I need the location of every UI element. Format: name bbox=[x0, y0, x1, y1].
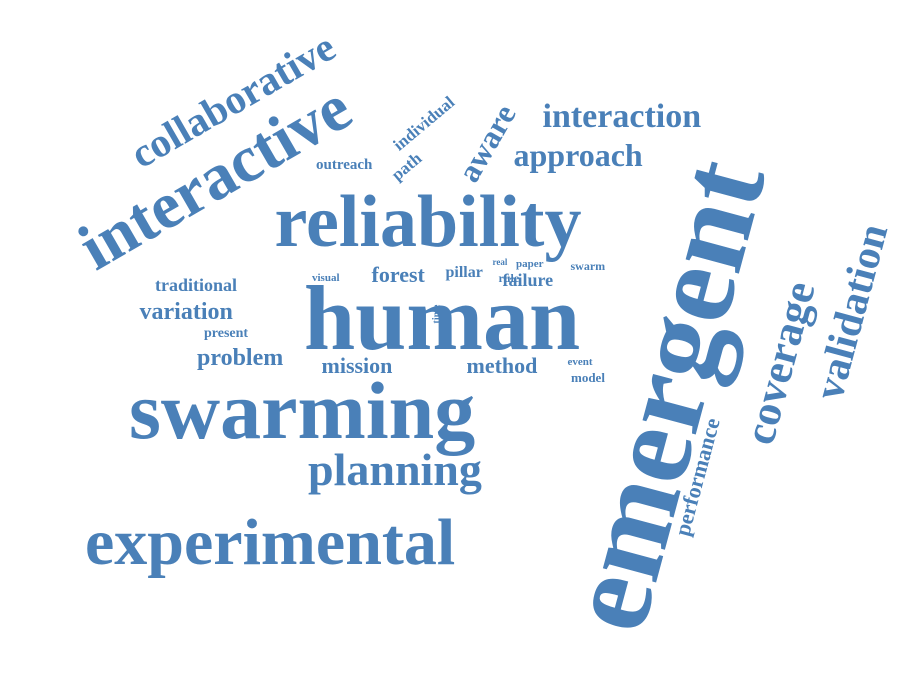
word-real: real bbox=[492, 256, 508, 267]
word-swarming: swarming bbox=[129, 365, 476, 456]
word-interaction: interaction bbox=[542, 98, 702, 135]
word-paper: paper bbox=[516, 257, 544, 270]
word-reliability: reliability bbox=[274, 181, 582, 263]
word-human: human bbox=[304, 267, 581, 369]
word-path: path bbox=[387, 148, 425, 184]
word-traditional: traditional bbox=[155, 275, 238, 295]
word-outreach: outreach bbox=[316, 156, 373, 173]
word-failure: failure bbox=[502, 270, 554, 290]
word-visual: visual bbox=[312, 271, 340, 284]
word-problem: problem bbox=[197, 345, 284, 371]
word-forest: forest bbox=[371, 262, 425, 287]
word-swarm: swarm bbox=[570, 259, 606, 273]
word-individual: individual bbox=[389, 92, 459, 154]
word-time: time bbox=[430, 304, 442, 324]
word-present: present bbox=[204, 326, 249, 341]
word-event: event bbox=[567, 355, 593, 368]
word-pillar: pillar bbox=[445, 264, 483, 281]
word-rule: rule bbox=[498, 271, 520, 285]
word-validation: validation bbox=[806, 219, 898, 405]
word-aware: aware bbox=[449, 98, 523, 188]
word-model: model bbox=[571, 369, 605, 385]
word-method: method bbox=[466, 353, 538, 378]
word-approach: approach bbox=[513, 137, 643, 173]
word-variation: variation bbox=[139, 299, 233, 325]
word-mission: mission bbox=[321, 353, 393, 378]
word-planning: planning bbox=[308, 444, 482, 495]
word-experimental: experimental bbox=[85, 506, 456, 579]
